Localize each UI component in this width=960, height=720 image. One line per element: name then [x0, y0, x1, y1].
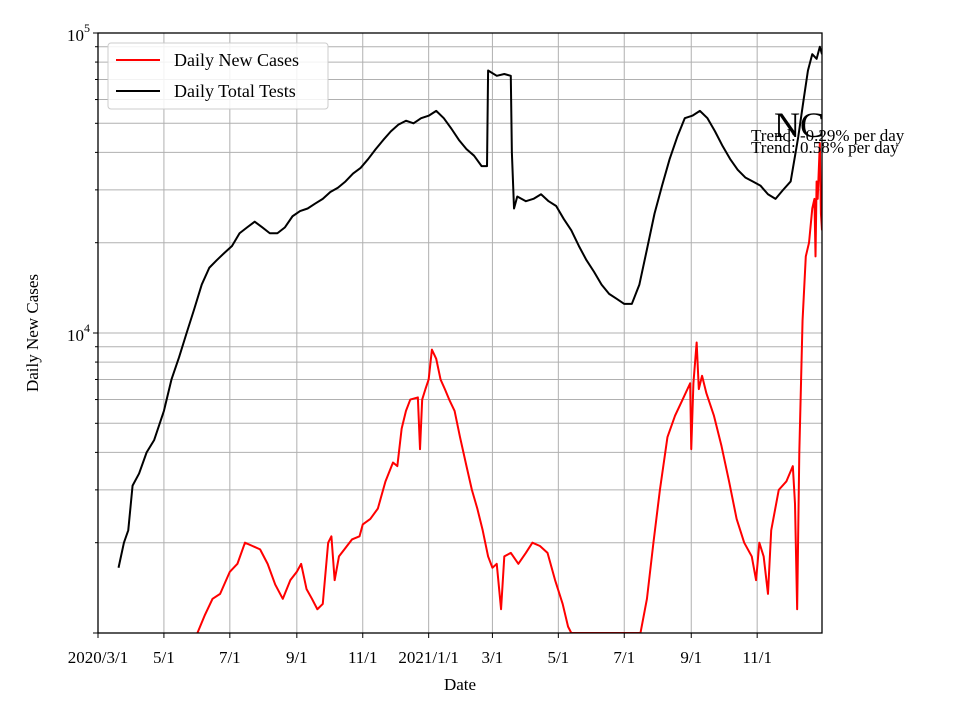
legend-box: [107, 42, 329, 110]
trend-annotation-1: Trend: -0.29% per day: [751, 126, 905, 145]
series-layer: [117, 45, 822, 633]
y-tick-label: 104: [67, 321, 90, 345]
x-tick-label: 5/1: [547, 648, 569, 667]
x-tick-label: 5/1: [153, 648, 175, 667]
x-tick-label: 7/1: [613, 648, 635, 667]
legend-label-daily-total-tests: Daily Total Tests: [174, 81, 296, 101]
series-line-daily-total-tests: [117, 45, 822, 568]
x-tick-label: 11/1: [742, 648, 772, 667]
x-axis-title: Date: [444, 675, 476, 694]
legend-label-daily-new-cases: Daily New Cases: [174, 50, 299, 70]
x-tick-label: 9/1: [286, 648, 308, 667]
grid: [97, 33, 822, 634]
x-axis: 2020/3/1 5/1 7/1 9/1 11/1 2021/1/1 3/1 5/1 7/1 9/…: [68, 633, 772, 667]
series-line-daily-new-cases: [196, 141, 822, 633]
y-tick-label: 105: [67, 21, 90, 45]
trend-annotation-2: Trend: 0.58% per day: [751, 138, 899, 157]
x-tick-label: 7/1: [219, 648, 241, 667]
x-tick-label: 3/1: [482, 648, 504, 667]
x-tick-label: 2020/3/1: [68, 648, 128, 667]
x-tick-label: 9/1: [680, 648, 702, 667]
legend: Daily New Cases Daily Total Tests: [107, 42, 329, 110]
x-tick-label: 2021/1/1: [398, 648, 458, 667]
x-tick-label: 11/1: [348, 648, 378, 667]
y-axis: 104 105: [67, 21, 98, 634]
state-label: NC: [774, 105, 824, 145]
y-axis-title: Daily New Cases: [23, 274, 42, 392]
